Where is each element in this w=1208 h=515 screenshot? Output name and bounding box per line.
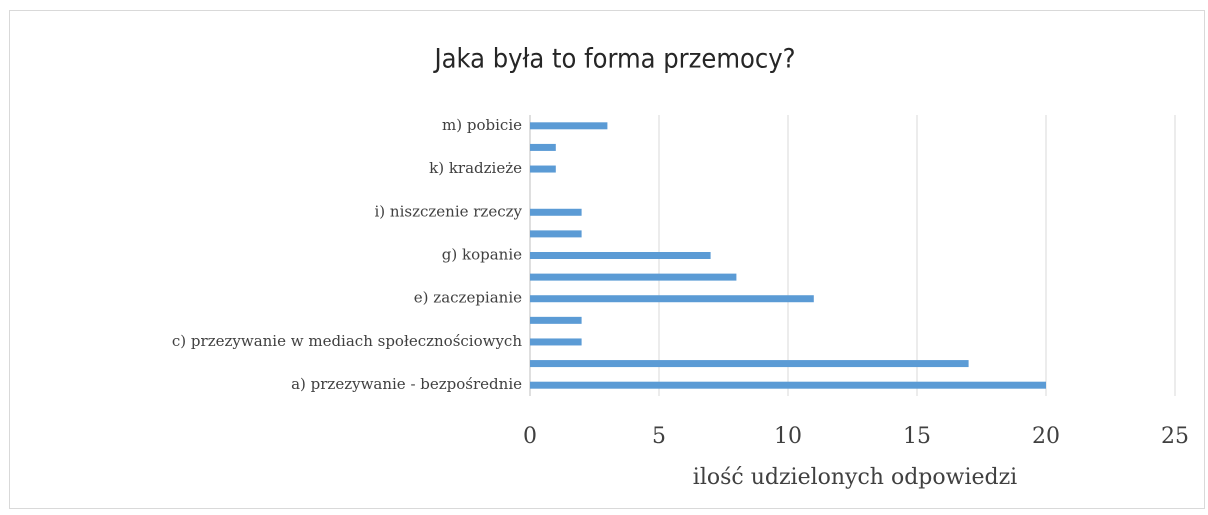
bar xyxy=(530,165,556,173)
chart-title: Jaka była to forma przemocy? xyxy=(432,44,795,75)
y-tick-label: k) kradzieże xyxy=(429,159,522,177)
bar xyxy=(530,143,556,151)
bar xyxy=(530,316,582,324)
bar xyxy=(530,338,582,346)
x-tick-label: 15 xyxy=(903,424,931,449)
x-tick-label: 0 xyxy=(523,424,537,449)
bar xyxy=(530,252,711,259)
y-tick-label: m) pobicie xyxy=(442,116,522,134)
chart-frame xyxy=(9,10,1205,509)
bar xyxy=(530,273,737,281)
x-tick-label: 5 xyxy=(652,424,666,449)
x-axis-title: ilość udzielonych odpowiedzi xyxy=(693,465,1017,490)
y-tick-label: e) zaczepianie xyxy=(414,289,522,307)
bar xyxy=(530,360,969,368)
x-tick-label: 10 xyxy=(774,424,802,449)
bar xyxy=(530,208,582,216)
x-tick-label: 20 xyxy=(1032,424,1060,449)
y-tick-label: i) niszczenie rzeczy xyxy=(375,202,523,220)
y-tick-label: c) przezywanie w mediach społecznościowy… xyxy=(172,332,522,350)
x-tick-label: 25 xyxy=(1161,424,1189,449)
bar xyxy=(530,381,1046,389)
y-tick-label: g) kopanie xyxy=(442,246,522,264)
y-tick-label: a) przezywanie - bezpośrednie xyxy=(291,375,522,393)
bar xyxy=(530,295,814,303)
bar xyxy=(530,230,582,238)
bar xyxy=(530,122,608,130)
